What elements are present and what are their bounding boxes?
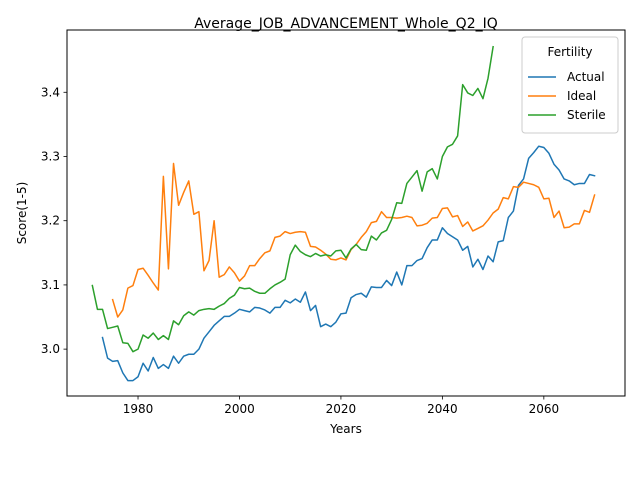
y-tick-label: 3.1: [41, 278, 60, 292]
x-tick-label: 2040: [427, 402, 458, 416]
legend-label: Sterile: [567, 108, 606, 122]
x-tick-label: 2060: [529, 402, 560, 416]
legend: Fertility Actual Ideal Sterile: [521, 36, 619, 134]
legend-item-ideal: Ideal: [528, 89, 596, 103]
x-axis-label: Years: [329, 422, 362, 436]
legend-items: Actual Ideal Sterile: [528, 70, 606, 122]
x-tick-label: 2000: [224, 402, 255, 416]
x-tick-label: 1980: [123, 402, 154, 416]
series-layer: [91, 45, 596, 382]
y-axis-label: Score(1-5): [15, 182, 29, 245]
legend-label: Actual: [567, 70, 605, 84]
y-tick-label: 3.4: [41, 85, 60, 99]
x-tick-label: 2020: [326, 402, 357, 416]
y-tick-label: 3.2: [41, 214, 60, 228]
chart-title: Average_JOB_ADVANCEMENT_Whole_Q2_IQ: [194, 16, 498, 32]
y-tick-label: 3.3: [41, 149, 60, 163]
series-line-sterile: [91, 45, 494, 353]
legend-label: Ideal: [567, 89, 596, 103]
legend-title: Fertility: [547, 45, 592, 59]
series-line-actual: [101, 145, 596, 382]
y-tick-label: 3.0: [41, 342, 60, 356]
legend-item-actual: Actual: [528, 70, 605, 84]
axes-frame: [66, 29, 626, 397]
legend-item-sterile: Sterile: [528, 108, 606, 122]
y-axis-ticks: 3.0 3.1 3.2 3.3 3.4: [41, 85, 67, 356]
x-axis-ticks: 1980 2000 2020 2040 2060: [123, 396, 559, 416]
plot-area: 1980 2000 2020 2040 2060 3.0 3.1 3.2 3.3 3.4: [41, 29, 626, 416]
legend-frame: [521, 36, 619, 134]
